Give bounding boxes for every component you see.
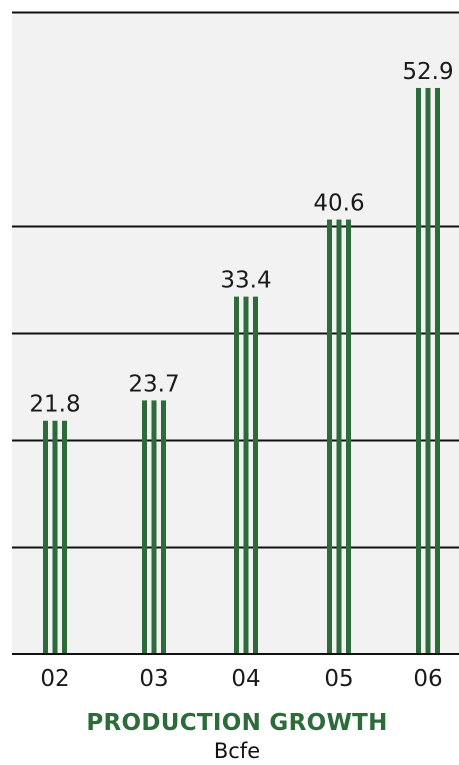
- bar-stripe: [336, 219, 342, 654]
- value-label: 52.9: [402, 59, 453, 85]
- bar-stripe: [435, 87, 440, 655]
- bar-stripe: [151, 400, 157, 654]
- x-tick-label: 02: [40, 666, 69, 692]
- x-tick-label: 05: [324, 666, 353, 692]
- chart-subtitle: Bcfe: [214, 739, 260, 763]
- bar-stripe: [243, 296, 249, 654]
- bar-stripe: [62, 420, 67, 654]
- bar-stripe: [142, 400, 147, 654]
- bar-stripe: [52, 420, 58, 654]
- value-label: 21.8: [29, 392, 80, 418]
- bar-stripe: [327, 219, 332, 654]
- bar: [234, 296, 258, 654]
- bars: [43, 87, 440, 655]
- bar-stripe: [161, 400, 166, 654]
- x-tick-labels: 02 03 04 05 06: [40, 666, 442, 692]
- x-tick-label: 03: [139, 666, 168, 692]
- value-label: 33.4: [220, 268, 271, 294]
- bar-stripe: [416, 87, 421, 655]
- bar-stripe: [425, 87, 431, 655]
- value-label: 40.6: [313, 191, 364, 217]
- value-label: 23.7: [128, 371, 179, 397]
- bar: [43, 420, 67, 654]
- x-tick-label: 04: [231, 666, 260, 692]
- bar-stripe: [346, 219, 351, 654]
- bar: [327, 219, 351, 654]
- x-tick-label: 06: [413, 666, 442, 692]
- bar-stripe: [234, 296, 239, 654]
- bar: [416, 87, 440, 655]
- bar-stripe: [43, 420, 48, 654]
- chart-title: PRODUCTION GROWTH: [86, 710, 387, 736]
- bar-stripe: [253, 296, 258, 654]
- bar: [142, 400, 166, 654]
- value-labels: 21.8 23.7 33.4 40.6 52.9: [29, 59, 453, 418]
